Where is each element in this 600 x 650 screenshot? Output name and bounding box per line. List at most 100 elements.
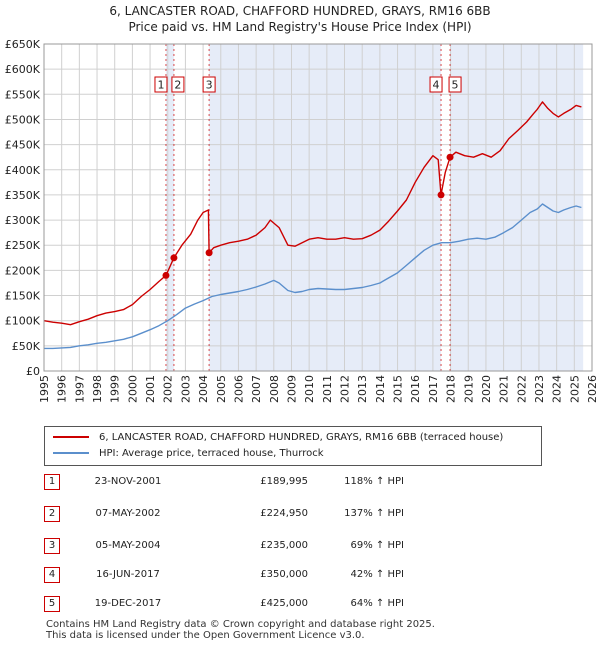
footer: Contains HM Land Registry data © Crown c… (46, 619, 435, 641)
x-tick-label: 1999 (109, 375, 122, 403)
legend-item-hpi: HPI: Average price, terraced house, Thur… (53, 447, 324, 461)
x-tick-label: 2022 (515, 375, 528, 403)
property-price-line (43, 101, 582, 326)
transaction-point (205, 249, 213, 257)
x-tick-label: 1997 (73, 375, 86, 403)
plot-border (43, 43, 593, 372)
transaction-price: £235,000 (260, 540, 308, 551)
y-tick-label: £500K (5, 113, 41, 126)
transaction-point (437, 191, 445, 199)
y-tick-label: £300K (5, 214, 41, 227)
transaction-marker: 3 (44, 538, 60, 554)
y-tick-label: £0 (26, 365, 40, 378)
transaction-hpi: 137% ↑ HPI (344, 508, 404, 519)
legend-label-hpi: HPI: Average price, terraced house, Thur… (99, 448, 324, 459)
transaction-number-box (171, 76, 185, 93)
legend-item-property: 6, LANCASTER ROAD, CHAFFORD HUNDRED, GRA… (53, 431, 503, 445)
transaction-marker: 4 (44, 567, 60, 583)
x-tick-label: 1998 (91, 375, 104, 403)
transaction-number-box (429, 76, 443, 93)
transaction-date: 07-MAY-2002 (95, 508, 161, 519)
y-tick-label: £350K (5, 189, 41, 202)
transaction-row: 3 05-MAY-2004 £235,000 69% ↑ HPI (44, 537, 404, 555)
shaded-period (165, 44, 174, 371)
transaction-date: 16-JUN-2017 (96, 569, 160, 580)
footer-licence: This data is licensed under the Open Gov… (46, 630, 365, 641)
x-tick-label: 2011 (321, 375, 334, 403)
x-tick-label: 2006 (232, 375, 245, 403)
transaction-number: 4 (433, 79, 440, 92)
x-tick-label: 2004 (197, 375, 210, 403)
x-tick-label: 2025 (568, 375, 581, 403)
transaction-marker: 1 (44, 474, 60, 490)
transaction-hpi: 64% ↑ HPI (350, 598, 404, 609)
chart-title: 6, LANCASTER ROAD, CHAFFORD HUNDRED, GRA… (0, 3, 600, 35)
transaction-row: 1 23-NOV-2001 £189,995 118% ↑ HPI (44, 473, 404, 491)
title-line-1: 6, LANCASTER ROAD, CHAFFORD HUNDRED, GRA… (109, 4, 491, 18)
shaded-period (450, 44, 584, 371)
x-tick-label: 2012 (339, 375, 352, 403)
legend-swatch-hpi (53, 452, 89, 454)
transaction-date: 19-DEC-2017 (94, 598, 162, 609)
title-line-2: Price paid vs. HM Land Registry's House … (128, 20, 472, 34)
transaction-price: £350,000 (260, 569, 308, 580)
transaction-row: 2 07-MAY-2002 £224,950 137% ↑ HPI (44, 505, 404, 523)
y-tick-label: £400K (5, 164, 41, 177)
transaction-date: 23-NOV-2001 (94, 476, 162, 487)
transaction-number: 1 (157, 79, 164, 92)
y-tick-label: £650K (5, 38, 41, 51)
transaction-number-box (448, 76, 462, 93)
transaction-date: 05-MAY-2004 (95, 540, 161, 551)
x-tick-label: 1996 (56, 375, 69, 403)
x-tick-label: 2007 (250, 375, 263, 403)
x-tick-label: 2002 (162, 375, 175, 403)
x-tick-label: 2017 (427, 375, 440, 403)
transaction-point (170, 254, 178, 262)
x-tick-label: 2000 (126, 375, 139, 403)
y-tick-label: £50K (12, 340, 41, 353)
x-tick-label: 2001 (144, 375, 157, 403)
legend-swatch-property (53, 436, 89, 438)
x-tick-label: 2014 (374, 375, 387, 403)
x-tick-label: 2015 (392, 375, 405, 403)
transaction-row: 4 16-JUN-2017 £350,000 42% ↑ HPI (44, 566, 404, 584)
y-tick-label: £550K (5, 88, 41, 101)
transaction-number-box (202, 76, 216, 93)
x-tick-label: 2020 (480, 375, 493, 403)
x-tick-label: 2010 (303, 375, 316, 403)
y-tick-label: £100K (5, 315, 41, 328)
transaction-point (162, 271, 170, 279)
x-tick-label: 2024 (551, 375, 564, 403)
y-tick-label: £450K (5, 139, 41, 152)
x-tick-label: 1995 (38, 375, 51, 403)
shaded-period (209, 44, 442, 371)
transaction-hpi: 118% ↑ HPI (344, 476, 404, 487)
x-tick-label: 2021 (498, 375, 511, 403)
transaction-marker: 2 (44, 506, 60, 522)
transaction-hpi: 69% ↑ HPI (350, 540, 404, 551)
x-tick-label: 2009 (285, 375, 298, 403)
x-tick-label: 2023 (533, 375, 546, 403)
transaction-price: £224,950 (260, 508, 308, 519)
footer-copyright: Contains HM Land Registry data © Crown c… (46, 619, 435, 630)
transaction-price: £189,995 (260, 476, 308, 487)
x-tick-label: 2008 (268, 375, 281, 403)
legend-label-property: 6, LANCASTER ROAD, CHAFFORD HUNDRED, GRA… (99, 432, 504, 443)
x-tick-label: 2005 (215, 375, 228, 403)
x-tick-label: 2018 (445, 375, 458, 403)
x-tick-label: 2016 (409, 375, 422, 403)
transaction-point (446, 153, 454, 161)
transaction-hpi: 42% ↑ HPI (350, 569, 404, 580)
price-chart: £0 £50K £100K £150K £200K £250K £300K £350K £400… (5, 38, 599, 403)
transaction-number: 2 (174, 79, 181, 92)
transaction-number: 5 (452, 79, 459, 92)
y-tick-label: £150K (5, 290, 41, 303)
y-tick-label: £200K (5, 264, 41, 277)
hpi-line (44, 203, 582, 350)
transaction-number: 3 (206, 79, 213, 92)
transaction-price: £425,000 (260, 598, 308, 609)
y-tick-label: £250K (5, 239, 41, 252)
y-tick-label: £600K (5, 63, 41, 76)
transaction-number-box (154, 76, 168, 93)
